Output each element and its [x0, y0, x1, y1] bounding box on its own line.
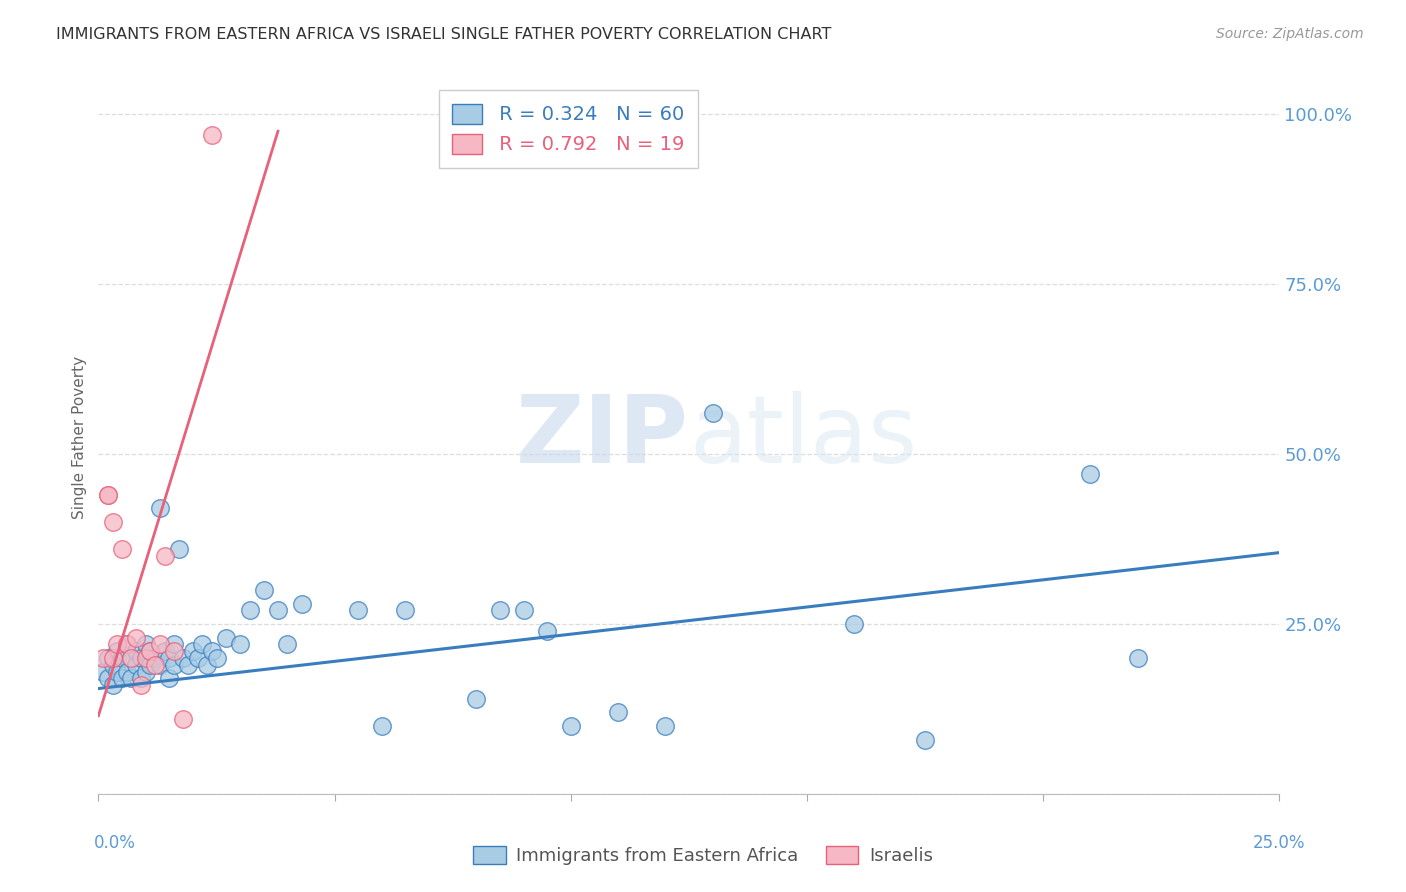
Point [267, 603, 290, 617]
Point [125, 644, 148, 658]
Text: Source: ZipAtlas.com: Source: ZipAtlas.com [1216, 27, 1364, 41]
Point [191, 637, 214, 651]
Point [489, 603, 512, 617]
Point [143, 651, 166, 665]
Point [101, 651, 124, 665]
Point [394, 603, 416, 617]
Point [512, 603, 534, 617]
Point [139, 657, 162, 672]
Point [215, 631, 238, 645]
Point [560, 719, 582, 733]
Point [115, 637, 138, 651]
Point [167, 542, 190, 557]
Point [105, 644, 128, 658]
Point [172, 712, 194, 726]
Point [163, 657, 186, 672]
Point [153, 549, 176, 563]
Text: atlas: atlas [689, 391, 917, 483]
Point [139, 644, 162, 658]
Point [111, 542, 134, 557]
Text: IMMIGRANTS FROM EASTERN AFRICA VS ISRAELI SINGLE FATHER POVERTY CORRELATION CHAR: IMMIGRANTS FROM EASTERN AFRICA VS ISRAEL… [56, 27, 831, 42]
Point [115, 665, 138, 679]
Point [172, 651, 194, 665]
Point [290, 597, 312, 611]
Point [201, 128, 224, 142]
Point [201, 644, 224, 658]
Point [105, 637, 128, 651]
Point [149, 501, 172, 516]
Point [465, 691, 488, 706]
Point [101, 678, 124, 692]
Point [97, 488, 120, 502]
Point [177, 657, 200, 672]
Point [135, 651, 157, 665]
Point [135, 637, 157, 651]
Legend: Immigrants from Eastern Africa, Israelis: Immigrants from Eastern Africa, Israelis [465, 838, 941, 872]
Point [347, 603, 370, 617]
Point [371, 719, 394, 733]
Point [121, 671, 143, 685]
Point [129, 651, 152, 665]
Point [139, 644, 162, 658]
Point [1126, 651, 1149, 665]
Point [914, 732, 936, 747]
Point [111, 651, 134, 665]
Point [105, 665, 128, 679]
Point [149, 637, 172, 651]
Y-axis label: Single Father Poverty: Single Father Poverty [72, 356, 87, 518]
Point [157, 651, 180, 665]
Point [702, 406, 724, 420]
Point [607, 706, 630, 720]
Text: 25.0%: 25.0% [1253, 834, 1305, 852]
Point [101, 657, 124, 672]
Point [153, 644, 176, 658]
Legend:  R = 0.324   N = 60,  R = 0.792   N = 19: R = 0.324 N = 60, R = 0.792 N = 19 [439, 90, 699, 168]
Point [97, 488, 120, 502]
Point [229, 637, 252, 651]
Point [91, 651, 114, 665]
Text: 0.0%: 0.0% [94, 834, 136, 852]
Point [195, 657, 218, 672]
Point [205, 651, 228, 665]
Point [1080, 467, 1102, 482]
Point [163, 644, 186, 658]
Point [181, 644, 204, 658]
Point [125, 657, 148, 672]
Point [101, 515, 124, 529]
Point [253, 582, 276, 597]
Point [135, 665, 157, 679]
Point [239, 603, 262, 617]
Point [129, 671, 152, 685]
Point [143, 657, 166, 672]
Point [844, 617, 866, 632]
Point [111, 671, 134, 685]
Point [97, 671, 120, 685]
Point [157, 671, 180, 685]
Text: ZIP: ZIP [516, 391, 689, 483]
Point [149, 657, 172, 672]
Point [115, 637, 138, 651]
Point [97, 651, 120, 665]
Point [163, 637, 186, 651]
Point [121, 651, 143, 665]
Point [276, 637, 298, 651]
Point [187, 651, 209, 665]
Point [654, 719, 676, 733]
Point [536, 624, 558, 638]
Point [91, 665, 114, 679]
Point [121, 651, 143, 665]
Point [129, 678, 152, 692]
Point [125, 631, 148, 645]
